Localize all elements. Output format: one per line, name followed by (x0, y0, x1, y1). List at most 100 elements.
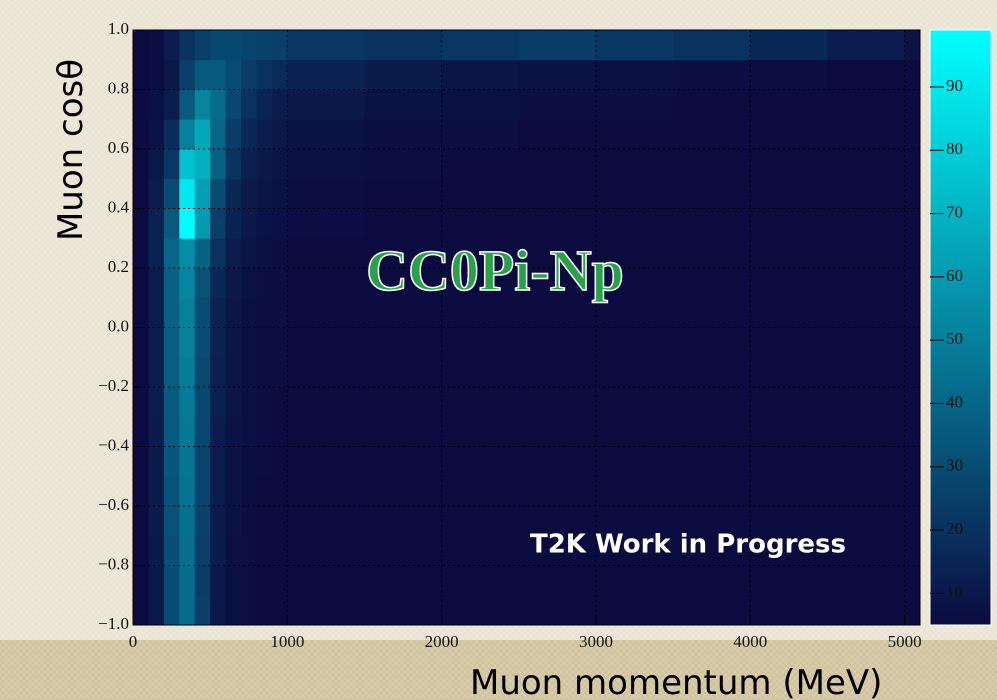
heatmap-cell (595, 595, 674, 626)
heatmap-cell (518, 149, 597, 180)
heatmap-cell (179, 565, 196, 596)
heatmap-cell (256, 149, 273, 180)
heatmap-cell (133, 208, 149, 239)
heatmap-cell (750, 357, 828, 388)
heatmap-cell (194, 208, 211, 239)
heatmap-cell (163, 476, 180, 507)
heatmap-cell (827, 149, 905, 180)
heatmap-cell (133, 565, 149, 596)
annotation-title: CC0Pi-Np (366, 238, 624, 303)
heatmap-cell (827, 89, 905, 120)
heatmap-cell (225, 446, 242, 477)
heatmap-cell (163, 565, 180, 596)
heatmap-cell (133, 59, 149, 90)
heatmap-cell (287, 119, 365, 150)
heatmap-cell (595, 208, 674, 239)
y-tick-label: −0.4 (98, 435, 129, 454)
heatmap-cell (241, 327, 257, 358)
heatmap-cell (148, 238, 165, 269)
heatmap-cell (163, 297, 180, 328)
heatmap-cell (194, 446, 211, 477)
heatmap-cell (287, 357, 365, 388)
heatmap-cell (241, 59, 257, 90)
heatmap-cell (287, 387, 365, 418)
y-axis-label: Muon cosθ (51, 59, 91, 241)
heatmap-cell (904, 357, 921, 388)
heatmap-cell (148, 59, 165, 90)
y-tick-label: 0.4 (108, 197, 130, 216)
heatmap-cell (241, 387, 257, 418)
heatmap-cell (287, 595, 365, 626)
heatmap-cell (364, 387, 443, 418)
heatmap-cell (179, 297, 196, 328)
heatmap-cell (148, 506, 165, 537)
heatmap-cell (271, 119, 288, 150)
heatmap-cell (673, 446, 751, 477)
y-tick-label: 1.0 (108, 19, 129, 38)
heatmap-cell (518, 357, 597, 388)
heatmap-cell (364, 506, 443, 537)
heatmap-cell (256, 565, 273, 596)
heatmap-cell (518, 208, 597, 239)
heatmap-cell (256, 387, 273, 418)
heatmap-cell (163, 238, 180, 269)
heatmap-cell (904, 565, 921, 596)
heatmap-cell (441, 30, 520, 61)
heatmap-cell (210, 506, 226, 537)
heatmap-cell (179, 208, 196, 239)
heatmap-cell (241, 506, 257, 537)
heatmap-cell (287, 327, 365, 358)
heatmap-cell (271, 535, 288, 566)
heatmap-cell (210, 595, 226, 626)
heatmap-cell (271, 446, 288, 477)
heatmap-cell (179, 476, 196, 507)
heatmap-cell (595, 327, 674, 358)
heatmap-cell (827, 178, 905, 209)
heatmap-cells (133, 30, 921, 626)
heatmap-cell (241, 208, 257, 239)
heatmap-cell (163, 30, 180, 61)
heatmap-cell (148, 89, 165, 120)
heatmap-cell (518, 268, 597, 299)
heatmap-cell (256, 476, 273, 507)
heatmap-cell (210, 535, 226, 566)
heatmap-cell (163, 446, 180, 477)
heatmap-cell (827, 30, 905, 61)
heatmap-cell (595, 535, 674, 566)
heatmap-cell (133, 506, 149, 537)
heatmap-cell (441, 297, 520, 328)
heatmap-cell (148, 297, 165, 328)
heatmap-cell (210, 565, 226, 596)
heatmap-cell (163, 416, 180, 447)
heatmap-cell (364, 476, 443, 507)
heatmap-cell (148, 535, 165, 566)
heatmap-cell (904, 119, 921, 150)
heatmap-cell (441, 357, 520, 388)
colorbar-tick-label: 60 (946, 266, 963, 285)
heatmap-cell (194, 565, 211, 596)
heatmap-cell (241, 297, 257, 328)
heatmap-cell (256, 208, 273, 239)
heatmap-cell (241, 416, 257, 447)
heatmap-cell (179, 595, 196, 626)
heatmap-cell (256, 238, 273, 269)
heatmap-cell (518, 565, 597, 596)
heatmap-cell (225, 149, 242, 180)
heatmap-cell (256, 30, 273, 61)
heatmap-cell (241, 535, 257, 566)
heatmap-cell (210, 476, 226, 507)
heatmap-cell (163, 327, 180, 358)
heatmap-cell (827, 297, 905, 328)
heatmap-cell (287, 446, 365, 477)
heatmap-cell (750, 535, 828, 566)
heatmap-cell (225, 208, 242, 239)
heatmap-cell (441, 89, 520, 120)
heatmap-cell (133, 387, 149, 418)
heatmap-cell (179, 535, 196, 566)
heatmap-cell (364, 208, 443, 239)
heatmap-cell (441, 416, 520, 447)
heatmap-cell (287, 416, 365, 447)
heatmap-cell (441, 208, 520, 239)
heatmap-cell (750, 268, 828, 299)
